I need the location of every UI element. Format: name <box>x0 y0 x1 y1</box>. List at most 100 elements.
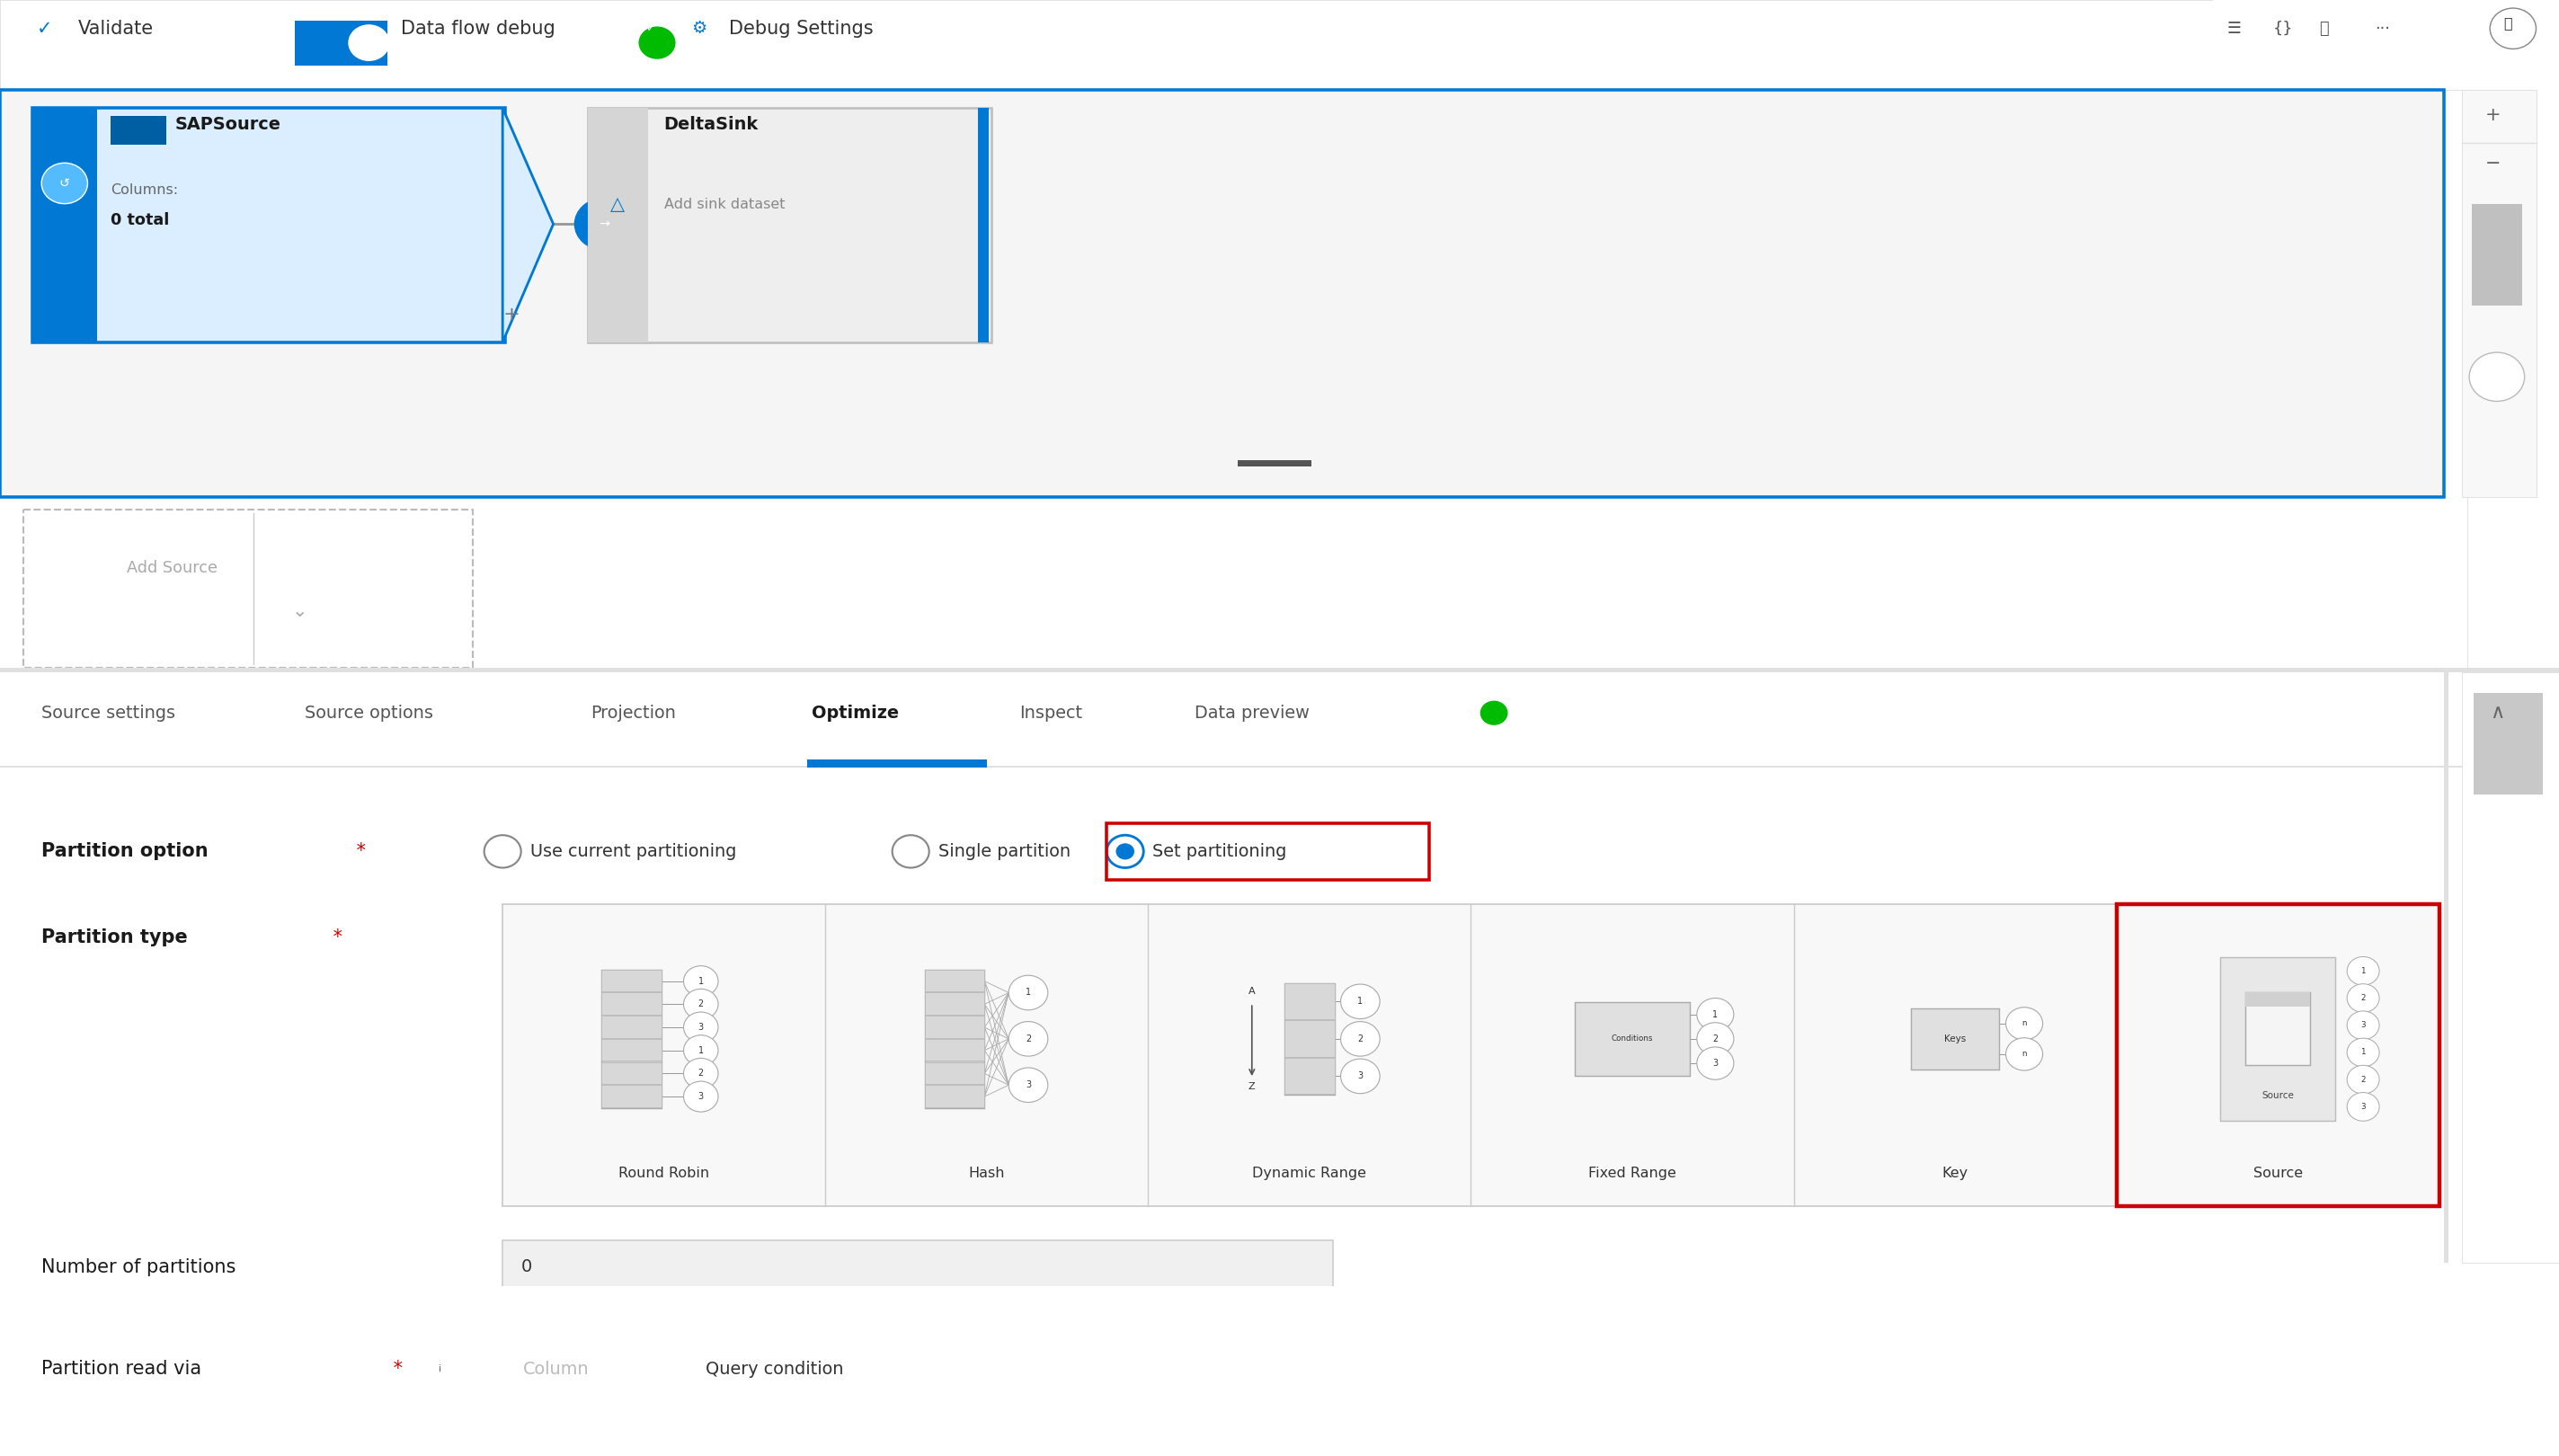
Bar <box>2462 90 2536 496</box>
Circle shape <box>1697 1022 1735 1056</box>
Text: 2: 2 <box>2362 994 2365 1002</box>
Circle shape <box>1341 1022 1379 1056</box>
Text: 2: 2 <box>1359 1034 1364 1044</box>
Text: Set partitioning: Set partitioning <box>1152 843 1287 860</box>
Bar <box>1574 1002 1689 1076</box>
Bar <box>2116 904 2439 1206</box>
Bar <box>0 673 2559 767</box>
Circle shape <box>479 1354 512 1385</box>
Text: Columns:: Columns: <box>110 183 179 197</box>
Bar <box>294 20 386 66</box>
Bar <box>589 108 990 342</box>
Text: 0 total: 0 total <box>110 211 169 229</box>
Text: Number of partitions: Number of partitions <box>41 1258 235 1275</box>
Text: Optimize: Optimize <box>811 705 898 722</box>
Text: Hash: Hash <box>967 1166 1006 1179</box>
Circle shape <box>2347 984 2380 1012</box>
Circle shape <box>893 836 929 868</box>
Text: *: * <box>328 927 343 946</box>
Circle shape <box>2347 1010 2380 1040</box>
Text: Source: Source <box>2262 1092 2293 1101</box>
Polygon shape <box>502 108 553 342</box>
Bar <box>0 766 2559 767</box>
Bar <box>502 904 2439 1206</box>
Circle shape <box>660 1354 696 1385</box>
Bar <box>589 108 647 342</box>
Bar <box>2472 204 2523 306</box>
Circle shape <box>683 1059 719 1089</box>
Text: 1: 1 <box>2362 967 2365 976</box>
Circle shape <box>683 1012 719 1042</box>
Bar <box>978 108 990 342</box>
Circle shape <box>683 1082 719 1112</box>
Bar <box>2221 958 2336 1120</box>
Bar <box>2214 0 2559 90</box>
Bar <box>0 90 2444 496</box>
Circle shape <box>348 25 389 61</box>
Text: DeltaSink: DeltaSink <box>663 116 757 132</box>
Text: 1: 1 <box>1712 1010 1717 1019</box>
Bar <box>1912 1009 1999 1069</box>
Text: 3: 3 <box>699 1022 704 1032</box>
Bar <box>13 1436 1157 1456</box>
Text: 1: 1 <box>1356 997 1364 1006</box>
Text: 1: 1 <box>1026 989 1031 997</box>
Bar <box>924 1085 985 1107</box>
Circle shape <box>573 198 635 250</box>
Text: *: * <box>386 1360 402 1377</box>
Text: SAP: SAP <box>115 121 136 130</box>
Circle shape <box>2347 1066 2380 1093</box>
Circle shape <box>640 26 676 60</box>
Text: Use current partitioning: Use current partitioning <box>530 843 737 860</box>
Bar <box>502 1444 1126 1456</box>
Text: Key: Key <box>1942 1166 1968 1179</box>
Circle shape <box>1008 1022 1047 1056</box>
Text: →: → <box>599 218 609 230</box>
Text: Partition read via: Partition read via <box>41 1360 202 1377</box>
Text: 3: 3 <box>1712 1059 1717 1067</box>
Text: 3: 3 <box>1356 1072 1364 1080</box>
Bar <box>924 970 985 992</box>
Bar <box>2467 0 2559 1262</box>
Circle shape <box>1479 700 1507 725</box>
Bar <box>601 993 663 1015</box>
Bar <box>1285 983 1336 1095</box>
Text: Single partition: Single partition <box>939 843 1070 860</box>
Bar <box>2247 992 2311 1006</box>
Text: Z: Z <box>1249 1082 1256 1091</box>
Circle shape <box>1008 976 1047 1010</box>
Circle shape <box>484 836 522 868</box>
Text: Inspect: Inspect <box>1018 705 1082 722</box>
Text: Source options: Source options <box>305 705 432 722</box>
Text: i: i <box>440 1364 443 1373</box>
Text: {}: {} <box>2272 20 2293 36</box>
Circle shape <box>683 965 719 996</box>
Circle shape <box>2006 1008 2042 1040</box>
Bar <box>1285 983 1336 1019</box>
Circle shape <box>2347 1092 2380 1121</box>
Circle shape <box>2347 1038 2380 1067</box>
Text: +: + <box>2485 106 2500 124</box>
Text: Data preview: Data preview <box>1195 705 1310 722</box>
Text: Column: Column <box>525 1360 589 1377</box>
Text: 🔍: 🔍 <box>2503 16 2513 29</box>
Bar <box>601 1085 663 1107</box>
Text: ⚙: ⚙ <box>691 20 706 36</box>
Bar <box>924 970 985 1108</box>
Circle shape <box>1341 1059 1379 1093</box>
Bar <box>924 1061 985 1085</box>
Circle shape <box>2347 957 2380 986</box>
Bar <box>1239 460 1313 466</box>
Text: +: + <box>502 306 519 323</box>
Text: Data flow debug: Data flow debug <box>402 19 555 38</box>
Bar <box>601 1016 663 1038</box>
Text: Partition type: Partition type <box>41 927 187 946</box>
Text: ⌄: ⌄ <box>292 603 307 620</box>
Text: 2: 2 <box>1026 1034 1031 1044</box>
Circle shape <box>1341 984 1379 1019</box>
Text: 2: 2 <box>1712 1034 1717 1044</box>
Text: Source settings: Source settings <box>41 705 177 722</box>
Text: ✓: ✓ <box>645 23 655 35</box>
Text: 0: 0 <box>522 1258 532 1275</box>
Bar <box>601 1038 663 1061</box>
